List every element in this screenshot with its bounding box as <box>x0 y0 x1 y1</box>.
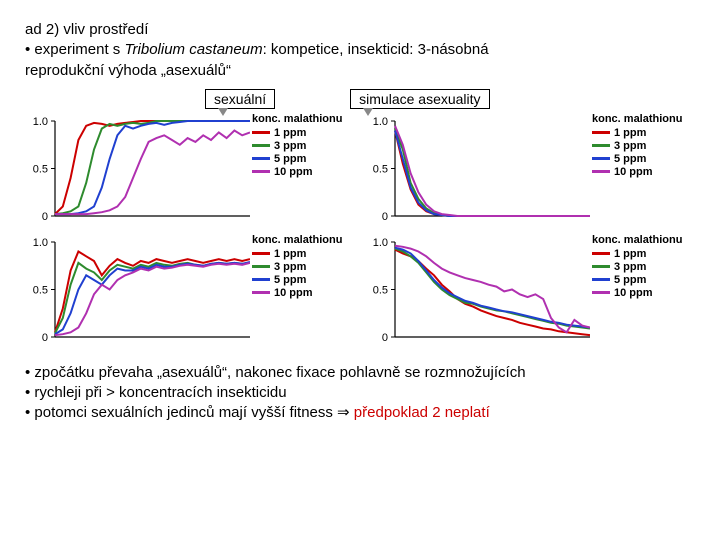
legend-item-label: 1 ppm <box>614 127 646 139</box>
chart-labels-row: sexuální simulace asexuality <box>25 89 695 109</box>
legend-2: konc. malathionu 1 ppm3 ppm5 ppm10 ppm <box>252 234 342 349</box>
bottom-line-3: • potomci sexuálních jedinců mají vyšší … <box>25 403 695 423</box>
legend-item: 10 ppm <box>592 166 682 178</box>
label-sexual: sexuální <box>205 89 275 109</box>
bottom-line-3b: předpoklad 2 neplatí <box>354 404 490 421</box>
legend-item: 3 ppm <box>592 261 682 273</box>
chart-cell-0: 1.0 0.5 0 konc. malathionu 1 ppm3 ppm5 ppm10… <box>25 113 355 228</box>
bottom-line-2: • rychleji při > koncentracích insektici… <box>25 383 695 403</box>
legend-swatch <box>592 144 610 147</box>
legend-item-label: 5 ppm <box>274 153 306 165</box>
label-asexual-text: simulace asexuality <box>359 91 480 107</box>
legend-item-label: 10 ppm <box>274 166 313 178</box>
legend-item: 3 ppm <box>252 140 342 152</box>
legend-item-label: 3 ppm <box>274 140 306 152</box>
legend-item: 1 ppm <box>252 127 342 139</box>
top-line-2-italic: Tribolium castaneum <box>124 41 262 58</box>
legend-item-label: 1 ppm <box>274 248 306 260</box>
legend-item-label: 5 ppm <box>614 274 646 286</box>
chart-svg-1: 1.0 0.5 0 <box>365 113 590 228</box>
top-text-block: ad 2) vliv prostředí • experiment s Trib… <box>25 20 695 81</box>
bottom-line-3a: • potomci sexuálních jedinců mají vyšší … <box>25 404 354 421</box>
legend-swatch <box>592 170 610 173</box>
chart-svg-0: 1.0 0.5 0 <box>25 113 250 228</box>
legend-swatch <box>252 291 270 294</box>
legend-0: konc. malathionu 1 ppm3 ppm5 ppm10 ppm <box>252 113 342 228</box>
svg-text:0.5: 0.5 <box>33 163 48 175</box>
svg-text:0.5: 0.5 <box>373 284 388 296</box>
chart-cell-1: 1.0 0.5 0 konc. malathionu 1 ppm3 ppm5 ppm10… <box>365 113 695 228</box>
legend-item: 3 ppm <box>592 140 682 152</box>
legend-item: 3 ppm <box>252 261 342 273</box>
svg-text:0: 0 <box>42 211 48 223</box>
legend-item-label: 10 ppm <box>614 287 653 299</box>
legend-item: 1 ppm <box>592 127 682 139</box>
legend-swatch <box>592 252 610 255</box>
legend-swatch <box>592 157 610 160</box>
legend-swatch <box>252 278 270 281</box>
chart-svg-2: 1.0 0.5 0 <box>25 234 250 349</box>
legend-item-label: 10 ppm <box>614 166 653 178</box>
legend-item: 5 ppm <box>252 274 342 286</box>
chart-cell-3: 1.0 0.5 0 konc. malathionu 1 ppm3 ppm5 ppm10… <box>365 234 695 349</box>
legend-item: 5 ppm <box>592 153 682 165</box>
chart-cell-2: 1.0 0.5 0 konc. malathionu 1 ppm3 ppm5 ppm10… <box>25 234 355 349</box>
callout-tail-icon <box>363 108 373 116</box>
legend-swatch <box>252 170 270 173</box>
legend-item: 1 ppm <box>592 248 682 260</box>
legend-item: 5 ppm <box>252 153 342 165</box>
svg-text:0: 0 <box>382 211 388 223</box>
svg-text:1.0: 1.0 <box>373 116 388 128</box>
legend-item-label: 3 ppm <box>614 140 646 152</box>
legend-swatch <box>592 278 610 281</box>
legend-swatch <box>592 291 610 294</box>
legend-title: konc. malathionu <box>252 234 342 246</box>
legend-swatch <box>252 144 270 147</box>
legend-item-label: 1 ppm <box>614 248 646 260</box>
legend-item-label: 1 ppm <box>274 127 306 139</box>
legend-item-label: 10 ppm <box>274 287 313 299</box>
legend-swatch <box>252 157 270 160</box>
top-line-2a: • experiment s <box>25 41 124 58</box>
legend-1: konc. malathionu 1 ppm3 ppm5 ppm10 ppm <box>592 113 682 228</box>
legend-swatch <box>252 131 270 134</box>
legend-item: 10 ppm <box>252 287 342 299</box>
legend-swatch <box>252 265 270 268</box>
legend-item-label: 3 ppm <box>274 261 306 273</box>
legend-item: 10 ppm <box>592 287 682 299</box>
bottom-line-1: • zpočátku převaha „asexuálů“, nakonec f… <box>25 363 695 383</box>
svg-text:1.0: 1.0 <box>373 237 388 249</box>
charts-grid: 1.00.50konc. malathionu1 ppm3 ppm5 ppm10… <box>25 113 695 349</box>
top-line-2: • experiment s Tribolium castaneum: komp… <box>25 40 695 60</box>
legend-item: 1 ppm <box>252 248 342 260</box>
callout-tail-icon <box>218 108 228 116</box>
legend-title: konc. malathionu <box>592 234 682 246</box>
svg-text:0: 0 <box>382 332 388 344</box>
bottom-text-block: • zpočátku převaha „asexuálů“, nakonec f… <box>25 363 695 424</box>
legend-swatch <box>252 252 270 255</box>
legend-item-label: 3 ppm <box>614 261 646 273</box>
legend-item: 5 ppm <box>592 274 682 286</box>
legend-swatch <box>592 265 610 268</box>
label-asexual: simulace asexuality <box>350 89 489 109</box>
top-line-1: ad 2) vliv prostředí <box>25 20 695 40</box>
svg-text:0.5: 0.5 <box>33 284 48 296</box>
legend-swatch <box>592 131 610 134</box>
top-line-3: reprodukční výhoda „asexuálů“ <box>25 61 695 81</box>
svg-text:1.0: 1.0 <box>33 116 48 128</box>
legend-item-label: 5 ppm <box>274 274 306 286</box>
svg-text:1.0: 1.0 <box>33 237 48 249</box>
legend-item: 10 ppm <box>252 166 342 178</box>
svg-text:0.5: 0.5 <box>373 163 388 175</box>
svg-text:0: 0 <box>42 332 48 344</box>
legend-3: konc. malathionu 1 ppm3 ppm5 ppm10 ppm <box>592 234 682 349</box>
chart-svg-3: 1.0 0.5 0 <box>365 234 590 349</box>
legend-title: konc. malathionu <box>252 113 342 125</box>
legend-title: konc. malathionu <box>592 113 682 125</box>
top-line-2b: : kompetice, insekticid: 3-násobná <box>263 41 489 58</box>
legend-item-label: 5 ppm <box>614 153 646 165</box>
label-sexual-text: sexuální <box>214 91 266 107</box>
